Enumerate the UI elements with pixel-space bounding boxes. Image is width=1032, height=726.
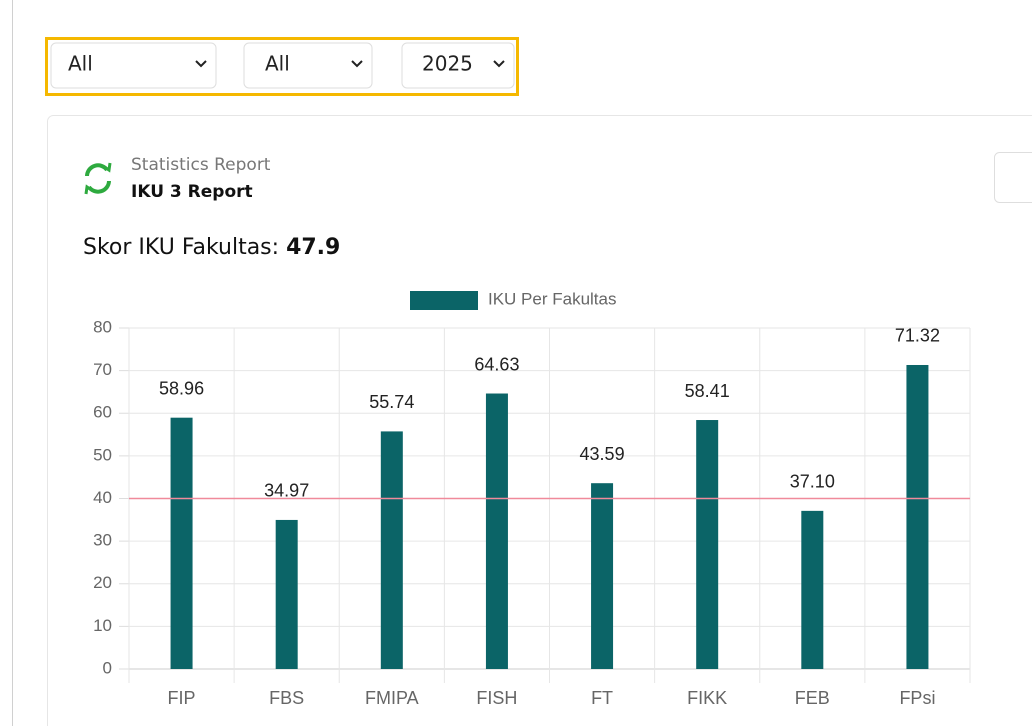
filter-value: All	[68, 52, 93, 76]
legend-swatch	[410, 291, 478, 310]
filter-value: All	[265, 52, 290, 76]
filter-value: 2025	[422, 52, 473, 76]
icon-arrow	[102, 162, 112, 173]
data-label: 64.63	[474, 354, 519, 374]
y-tick-label: 0	[103, 658, 112, 677]
icon-arrow	[84, 184, 94, 195]
x-tick-label: FPsi	[899, 688, 935, 708]
bar	[906, 364, 929, 669]
filters: All All 2025	[50, 42, 515, 89]
bar	[485, 393, 508, 669]
filter-highlight	[45, 37, 519, 96]
data-label: 71.32	[895, 326, 940, 346]
chevron	[351, 60, 363, 68]
data-label: 43.59	[580, 444, 625, 464]
x-tick-label: FMIPA	[365, 688, 419, 708]
y-tick-label: 60	[93, 403, 112, 422]
legend-label: IKU Per Fakultas	[488, 289, 617, 308]
x-tick-label: FEB	[795, 688, 830, 708]
y-tick-label: 50	[93, 445, 112, 464]
bar	[801, 510, 824, 669]
filter-select[interactable]	[50, 42, 217, 89]
y-tick-label: 10	[93, 616, 112, 635]
x-tick-label: FIKK	[687, 688, 727, 708]
x-tick-label: FT	[591, 688, 613, 708]
chevron	[195, 60, 207, 68]
filter-select[interactable]	[401, 42, 515, 89]
data-label: 55.74	[369, 392, 414, 412]
y-tick-label: 80	[93, 317, 112, 336]
filter-select[interactable]	[243, 42, 373, 89]
x-tick-label: FBS	[269, 688, 304, 708]
bar	[591, 483, 614, 669]
score-label: Skor IKU Fakultas:	[83, 235, 279, 260]
bar	[696, 420, 719, 669]
data-label: 34.97	[264, 481, 309, 501]
data-label: 58.96	[159, 378, 204, 398]
button[interactable]	[994, 152, 1032, 203]
bar	[275, 519, 298, 669]
bar	[170, 417, 193, 669]
card-subtitle: Statistics Report	[131, 155, 271, 175]
y-tick-label: 70	[93, 360, 112, 379]
chevron	[493, 60, 505, 68]
data-label: 37.10	[790, 472, 835, 492]
chart: IKU Per Fakultas 0 10 20 30 40 50 60 70 80 FIP 58.9…	[93, 289, 971, 708]
x-tick-label: FIP	[168, 688, 196, 708]
card	[47, 115, 1032, 726]
y-tick-label: 30	[93, 531, 112, 550]
y-tick-label: 40	[93, 488, 112, 507]
y-tick-label: 20	[93, 573, 112, 592]
x-tick-label: FISH	[476, 688, 517, 708]
data-label: 58.41	[685, 381, 730, 401]
bar	[380, 431, 403, 669]
score-value: 47.9	[286, 235, 340, 260]
card-title: IKU 3 Report	[131, 182, 253, 202]
refresh-icon[interactable]	[84, 162, 112, 195]
